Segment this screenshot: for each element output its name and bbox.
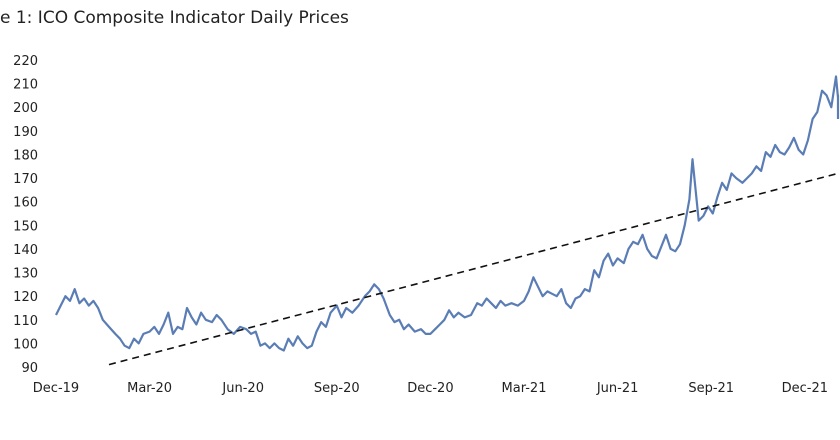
series-layer xyxy=(55,75,840,366)
y-tick-label: 220 xyxy=(13,54,38,69)
y-axis: 90 100 110 120 130 140 150 160 170 180 190 200 210 22… xyxy=(13,54,38,376)
x-tick-label: Mar-21 xyxy=(502,381,547,396)
trend-line xyxy=(108,172,839,366)
y-tick-label: 90 xyxy=(21,361,38,376)
x-tick-label: Dec-19 xyxy=(33,381,79,396)
x-tick-label: Mar-20 xyxy=(127,381,172,396)
x-tick-label: Jun-21 xyxy=(596,381,639,396)
x-tick-label: Dec-20 xyxy=(407,381,453,396)
x-axis: Dec-19 Mar-20 Jun-20 Sep-20 Dec-20 Mar-21 Jun-… xyxy=(33,381,828,396)
y-tick-label: 110 xyxy=(13,314,38,329)
y-tick-label: 210 xyxy=(13,78,38,93)
price-series-line xyxy=(55,75,840,352)
y-tick-label: 150 xyxy=(13,219,38,234)
x-tick-label: Sep-21 xyxy=(688,381,734,396)
y-tick-label: 170 xyxy=(13,172,38,187)
y-tick-label: 100 xyxy=(13,337,38,352)
y-tick-label: 200 xyxy=(13,101,38,116)
x-tick-label: Dec-21 xyxy=(782,381,828,396)
y-tick-label: 130 xyxy=(13,267,38,282)
y-tick-label: 180 xyxy=(13,148,38,163)
y-tick-label: 190 xyxy=(13,125,38,140)
y-tick-label: 160 xyxy=(13,196,38,211)
x-tick-label: Sep-20 xyxy=(314,381,360,396)
y-tick-label: 140 xyxy=(13,243,38,258)
chart-title: e 1: ICO Composite Indicator Daily Price… xyxy=(0,8,349,28)
y-tick-label: 120 xyxy=(13,290,38,305)
x-tick-label: Jun-20 xyxy=(221,381,264,396)
